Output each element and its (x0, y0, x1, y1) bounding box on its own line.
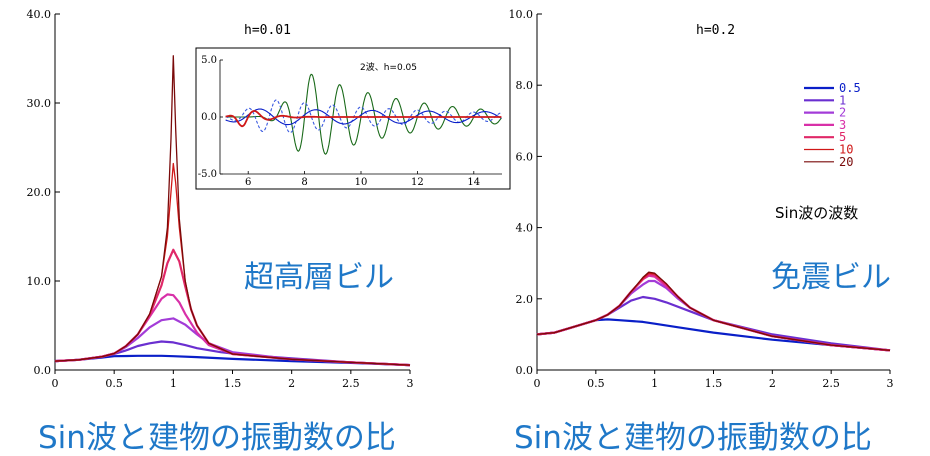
inset-title: 2波、h=0.05 (360, 61, 417, 73)
left-x-caption: Sin波と建物の振動数の比 (38, 420, 396, 456)
inset-y-tick-label: -5.0 (198, 169, 217, 180)
left-x-tick-label: 0 (52, 377, 59, 390)
left-annotation: 超高層ビル (244, 260, 394, 295)
right-h-label: h=0.2 (696, 23, 735, 38)
left-x-ticks: 0 0.5 1 1.5 2 2.5 3 (52, 370, 414, 390)
legend-label-20: 20 (839, 155, 853, 169)
legend-title: Sin波の波数 (775, 204, 858, 222)
right-y-tick-label: 4.0 (516, 222, 534, 235)
inset-series-lines (225, 73, 502, 155)
legend-label-1: 1 (839, 93, 846, 107)
left-y-tick-label: 20.0 (27, 186, 52, 199)
left-series-lines (54, 55, 411, 367)
right-x-ticks: 0 0.5 1 1.5 2 2.5 3 (534, 370, 894, 390)
right-y-tick-label: 6.0 (516, 150, 534, 163)
chart-h02: 0.02.04.06.08.010.0 0 0.5 1 1.5 2 2.5 3 h=0.2 … (509, 8, 894, 456)
inset-x-tick-label: 10 (355, 177, 368, 188)
right-y-tick-label: 8.0 (516, 79, 534, 92)
inset-chart: 5.0 0.0 -5.0 6 8 10 12 14 2波、h=0.05 (195, 47, 511, 190)
right-x-caption: Sin波と建物の振動数の比 (514, 420, 872, 456)
left-y-tick-label: 0.0 (34, 364, 52, 377)
right-y-tick-label: 2.0 (516, 293, 534, 306)
right-x-tick-label: 1 (651, 377, 658, 390)
right-series-line-1 (536, 295, 891, 352)
right-series-lines (536, 271, 891, 352)
inset-y-tick-label: 5.0 (201, 55, 217, 66)
inset-wave-line (225, 99, 502, 134)
legend-label-10: 10 (839, 143, 853, 157)
left-x-tick-label: 2 (288, 377, 295, 390)
chart-h001: 0.0 10.0 20.0 30.0 40.0 0 0.5 1 1.5 2 2.5 3 h=0.01… (27, 8, 511, 456)
right-series-line-20 (536, 271, 891, 352)
inset-x-tick-label: 6 (245, 177, 251, 188)
right-x-tick-label: 0 (534, 377, 541, 390)
right-y-ticks: 0.0 2.0 4.0 6.0 8.0 10.0 (509, 8, 542, 377)
left-x-tick-label: 0.5 (105, 377, 123, 390)
left-x-tick-label: 1.5 (224, 377, 242, 390)
right-annotation: 免震ビル (771, 260, 891, 295)
inset-x-tick-label: 12 (411, 177, 424, 188)
left-y-tick-label: 40.0 (27, 8, 52, 21)
right-x-tick-label: 2.5 (822, 377, 840, 390)
inset-x-ticks: 6 8 10 12 14 (245, 171, 480, 188)
inset-y-tick-label: 0.0 (201, 112, 217, 123)
right-y-tick-label: 10.0 (509, 8, 534, 21)
left-series-line-20 (54, 55, 411, 366)
left-x-tick-label: 3 (407, 377, 414, 390)
legend-label-3: 3 (839, 118, 846, 132)
left-y-tick-label: 10.0 (27, 275, 52, 288)
inset-y-ticks: 5.0 0.0 -5.0 (198, 55, 223, 180)
left-x-tick-label: 1 (170, 377, 177, 390)
left-x-tick-label: 2.5 (342, 377, 360, 390)
inset-x-tick-label: 14 (467, 177, 480, 188)
left-y-ticks: 0.0 10.0 20.0 30.0 40.0 (27, 8, 60, 377)
right-x-tick-label: 1.5 (705, 377, 723, 390)
right-x-tick-label: 2 (769, 377, 776, 390)
inset-wave-line (225, 108, 502, 126)
inset-wave-line (225, 73, 502, 155)
inset-x-tick-label: 8 (301, 177, 307, 188)
right-x-tick-label: 3 (887, 377, 894, 390)
legend-label-2: 2 (839, 106, 846, 120)
left-h-label: h=0.01 (244, 23, 291, 38)
left-y-tick-label: 30.0 (27, 97, 52, 110)
right-x-tick-label: 0.5 (587, 377, 605, 390)
legend-label-5: 5 (839, 130, 846, 144)
right-y-tick-label: 0.0 (516, 364, 534, 377)
inset-wave-line (225, 110, 502, 128)
legend-label-0.5: 0.5 (839, 81, 861, 95)
